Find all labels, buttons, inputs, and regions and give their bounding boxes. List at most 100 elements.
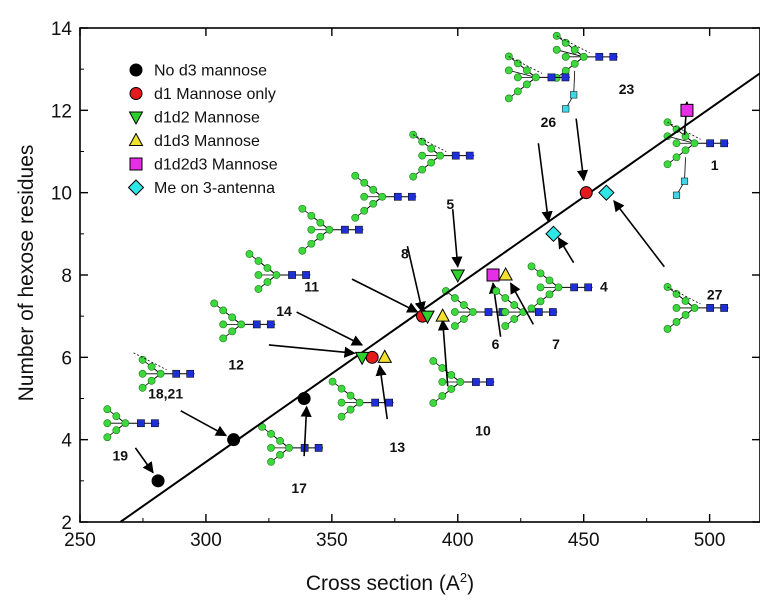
methyl-residue bbox=[680, 177, 689, 185]
data-point bbox=[598, 184, 615, 201]
glycan-structure bbox=[210, 299, 276, 343]
data-point bbox=[420, 310, 435, 325]
glycan-bond bbox=[508, 77, 537, 99]
mannose-residue bbox=[438, 392, 447, 400]
glycan-bond bbox=[354, 196, 383, 219]
legend-label: d1 Mannose only bbox=[154, 86, 276, 103]
mannose-residue bbox=[267, 429, 275, 438]
mannose-residue bbox=[672, 153, 681, 162]
glcnac-residue bbox=[706, 304, 714, 312]
mannose-residue bbox=[355, 398, 364, 407]
glycan-structure bbox=[552, 31, 618, 113]
annotation-arrow bbox=[613, 200, 665, 268]
glycan-id-label: 18,21 bbox=[148, 386, 183, 402]
mannose-residue bbox=[468, 308, 477, 316]
glycan-bond bbox=[573, 70, 576, 95]
mannose-residue bbox=[254, 285, 263, 293]
mannose-residue bbox=[307, 239, 316, 248]
mannose-residue bbox=[210, 299, 219, 308]
legend-label: d1d2 Mannose bbox=[154, 110, 260, 127]
glycan-structure bbox=[245, 250, 311, 293]
mannose-residue bbox=[510, 315, 519, 323]
y-axis-label: Number of hexose residues bbox=[15, 145, 38, 402]
mannose-residue bbox=[438, 364, 447, 372]
glycan-bond bbox=[496, 290, 524, 313]
glcnac-residue bbox=[407, 192, 416, 201]
mannose-residue bbox=[561, 66, 570, 75]
mannose-residue bbox=[456, 378, 465, 386]
mannose-residue bbox=[276, 436, 284, 445]
glycan-id-label: 10 bbox=[475, 423, 491, 439]
mannose-residue bbox=[360, 178, 369, 187]
mannose-residue bbox=[504, 94, 513, 103]
glycan-id-label: 7 bbox=[552, 336, 560, 352]
glycan-structure bbox=[527, 262, 593, 313]
mannose-residue bbox=[237, 320, 246, 329]
mannose-residue bbox=[663, 160, 672, 169]
glycan-bond bbox=[433, 381, 461, 404]
glycan-id-label: 26 bbox=[541, 114, 557, 130]
glycan-bond bbox=[667, 142, 695, 165]
mannose-residue bbox=[351, 171, 360, 180]
mannose-residue bbox=[103, 433, 112, 442]
glcnac-residue bbox=[535, 308, 543, 316]
annotation-arrow bbox=[406, 246, 426, 314]
mannose-residue bbox=[112, 426, 121, 435]
mannose-residue bbox=[513, 59, 522, 68]
legend-label: No d3 mannose bbox=[154, 63, 267, 80]
glcnac-residue bbox=[472, 378, 480, 386]
methyl-residue bbox=[562, 105, 570, 113]
glycan-bond bbox=[261, 426, 290, 449]
mannose-residue bbox=[228, 313, 237, 322]
mannose-residue bbox=[103, 405, 112, 414]
annotation-arrow bbox=[180, 410, 228, 437]
mannose-residue bbox=[219, 306, 228, 315]
legend-marker bbox=[128, 132, 144, 146]
y-tick-label: 10 bbox=[51, 184, 72, 205]
mannose-residue bbox=[536, 269, 545, 278]
data-point bbox=[545, 225, 562, 243]
x-tick-label: 400 bbox=[442, 530, 474, 551]
x-axis-label: Cross section (A2) bbox=[306, 570, 474, 595]
legend-marker bbox=[127, 179, 145, 196]
glcnac-residue bbox=[561, 73, 570, 82]
glycan-id-label: 4 bbox=[600, 278, 608, 294]
glycan-structure bbox=[103, 405, 160, 442]
data-point bbox=[579, 186, 593, 200]
x-axis-label-main: Cross section (A bbox=[306, 572, 460, 595]
mannose-residue bbox=[316, 218, 325, 227]
mannose-residue bbox=[138, 383, 147, 392]
legend-label: d1d3 Mannose bbox=[154, 133, 260, 150]
glycan-id-label: 11 bbox=[304, 278, 319, 294]
mannose-residue bbox=[450, 322, 459, 330]
mannose-residue bbox=[254, 257, 263, 265]
mannose-residue bbox=[121, 419, 130, 428]
glycan-bond bbox=[445, 290, 474, 313]
x-tick-label: 250 bbox=[64, 530, 96, 551]
annotation-arrow bbox=[300, 405, 312, 457]
x-axis-label-sup: 2 bbox=[460, 570, 467, 585]
glcnac-residue bbox=[186, 369, 195, 378]
mannose-residue bbox=[429, 357, 438, 365]
glycan-id-label: 13 bbox=[390, 439, 406, 455]
glycan-bond bbox=[249, 253, 277, 276]
legend-marker bbox=[129, 63, 143, 77]
mannose-residue bbox=[276, 450, 284, 459]
glycan-bond bbox=[556, 56, 584, 79]
y-tick-label: 6 bbox=[61, 348, 72, 369]
glcnac-residue bbox=[720, 304, 728, 312]
mannose-residue bbox=[263, 264, 272, 272]
glcnac-residue bbox=[706, 139, 714, 148]
glcnac-residue bbox=[302, 271, 310, 279]
glcnac-residue bbox=[451, 151, 460, 160]
glycan-bond bbox=[508, 56, 537, 78]
mannose-residue bbox=[672, 139, 681, 148]
mannose-residue bbox=[501, 308, 510, 316]
glcnac-residue bbox=[252, 320, 261, 329]
mannose-residue bbox=[418, 165, 427, 174]
glcnac-residue bbox=[314, 444, 323, 452]
glycan-structure bbox=[663, 118, 729, 199]
mannose-residue bbox=[228, 327, 237, 336]
mannose-residue bbox=[436, 151, 445, 160]
mannose-residue bbox=[360, 192, 369, 201]
